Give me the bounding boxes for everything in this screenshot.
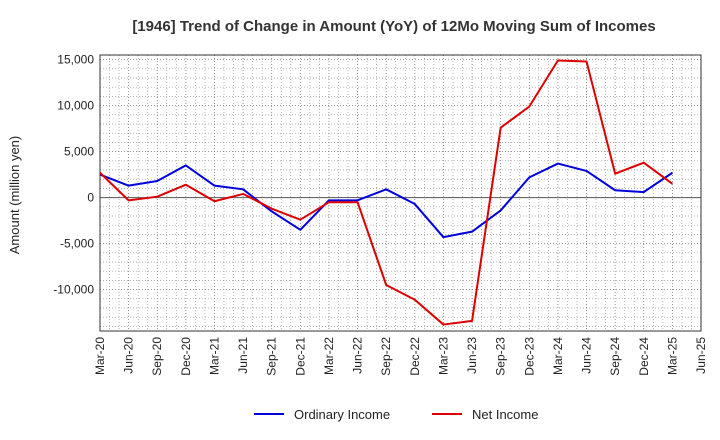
y-axis-label: Amount (million yen): [7, 136, 22, 255]
plot-area: 15,000 10,000 5,000 0 -5,000 -10,000 Mar-20 Jun…: [53, 53, 708, 376]
x-tick-label: Mar-24: [551, 337, 565, 375]
x-tick-label: Sep-22: [379, 337, 393, 376]
x-tick-label: Dec-20: [179, 337, 193, 376]
x-tick-label: Sep-23: [494, 337, 508, 376]
legend-label: Net Income: [472, 407, 538, 422]
x-tick-label: Dec-22: [408, 337, 422, 376]
legend-label: Ordinary Income: [294, 407, 390, 422]
chart-title: [1946] Trend of Change in Amount (YoY) o…: [132, 18, 655, 35]
x-tick-label: Jun-23: [465, 337, 479, 374]
legend: Ordinary Income Net Income: [254, 407, 538, 422]
x-tick-label: Mar-21: [207, 337, 221, 375]
x-tick-label: Sep-24: [608, 337, 622, 376]
x-tick-label: Jun-21: [236, 337, 250, 374]
x-tick-label: Dec-21: [293, 337, 307, 376]
x-tick-label: Mar-25: [665, 337, 679, 375]
x-tick-label: Jun-25: [694, 337, 708, 374]
x-tick-label: Jun-22: [351, 337, 365, 374]
x-tick-label: Sep-20: [150, 337, 164, 376]
x-tick-label: Mar-20: [93, 337, 107, 375]
plot-frame: [99, 54, 702, 332]
x-tick-label: Sep-21: [265, 337, 279, 376]
y-tick-label: 5,000: [64, 145, 94, 159]
series-line-ordinary-income: [99, 162, 673, 239]
y-tick-label: 15,000: [57, 53, 94, 67]
x-tick-label: Jun-24: [580, 337, 594, 374]
y-tick-label: 10,000: [57, 99, 94, 113]
series-line-net-income: [99, 59, 673, 326]
x-tick-label: Mar-22: [322, 337, 336, 375]
x-tick-label: Dec-24: [637, 337, 651, 376]
x-tick-label: Dec-23: [522, 337, 536, 376]
y-tick-label: -5,000: [60, 237, 94, 251]
y-tick-label: -10,000: [53, 283, 94, 297]
x-tick-label: Mar-23: [436, 337, 450, 375]
y-tick-label: 0: [87, 191, 94, 205]
x-tick-label: Jun-20: [122, 337, 136, 374]
